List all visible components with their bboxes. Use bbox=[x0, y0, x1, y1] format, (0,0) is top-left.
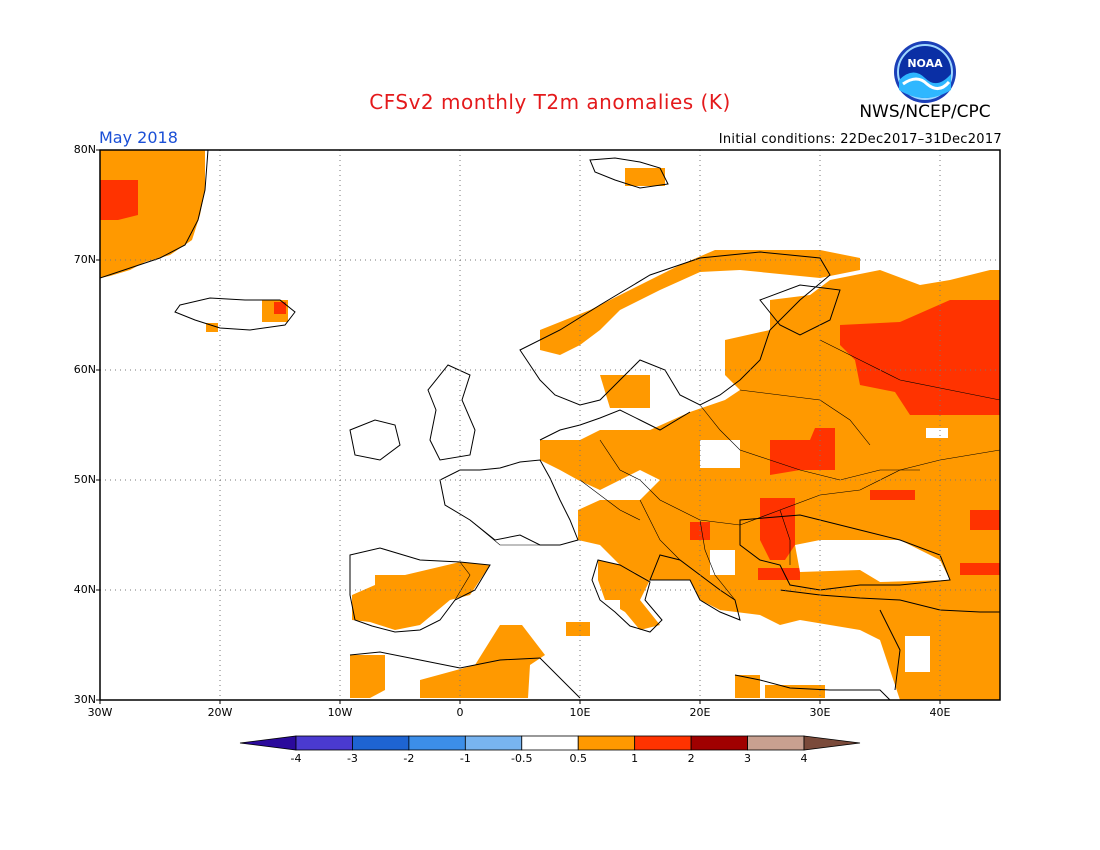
noaa-logo-text: NOAA bbox=[907, 57, 943, 70]
axis-ticks bbox=[96, 149, 941, 704]
colorbar-tick-label: 2 bbox=[687, 752, 695, 765]
lat-label-50n: 50N bbox=[73, 473, 96, 486]
colorbar-swatch bbox=[408, 735, 466, 751]
noaa-logo-icon: NOAA bbox=[894, 41, 956, 103]
colorbar-tick-label: 0.5 bbox=[569, 752, 587, 765]
lon-label-10w: 10W bbox=[327, 706, 353, 719]
lon-label-20e: 20E bbox=[689, 706, 711, 719]
colorbar-swatch-below-min bbox=[239, 735, 297, 751]
lat-label-80n: 80N bbox=[73, 143, 96, 156]
colorbar-tick-label: 1 bbox=[631, 752, 639, 765]
map-title: CFSv2 monthly T2m anomalies (K) bbox=[369, 90, 731, 114]
anomaly-shading bbox=[100, 150, 1000, 700]
agency-label: NWS/NCEP/CPC bbox=[859, 102, 991, 122]
colorbar-tick-label: -0.5 bbox=[511, 752, 533, 765]
colorbar-swatch bbox=[464, 735, 523, 751]
colorbar-tick-label: -4 bbox=[290, 752, 302, 765]
forecast-month-label: May 2018 bbox=[99, 128, 178, 147]
colorbar-tick-label: -2 bbox=[403, 752, 415, 765]
lat-label-60n: 60N bbox=[73, 363, 96, 376]
colorbar-tick-label: 3 bbox=[744, 752, 752, 765]
colorbar-swatch bbox=[295, 735, 353, 751]
lon-label-30w: 30W bbox=[87, 706, 113, 719]
colorbar-tick-label: 4 bbox=[800, 752, 808, 765]
colorbar-swatch bbox=[577, 735, 636, 751]
lat-label-30n: 30N bbox=[73, 693, 96, 706]
colorbar-tick-label: -3 bbox=[346, 752, 358, 765]
colorbar-tick-label: -1 bbox=[459, 752, 471, 765]
colorbar-swatch bbox=[690, 735, 748, 751]
map-frame bbox=[99, 149, 1001, 701]
lat-label-70n: 70N bbox=[73, 253, 96, 266]
lon-label-20w: 20W bbox=[207, 706, 233, 719]
colorbar-swatch bbox=[521, 735, 579, 751]
colorbar-swatch bbox=[634, 735, 692, 751]
lon-label-40e: 40E bbox=[929, 706, 951, 719]
initial-conditions-label: Initial conditions: 22Dec2017–31Dec2017 bbox=[718, 132, 1002, 147]
coastlines bbox=[100, 150, 1000, 700]
graticule bbox=[100, 150, 1000, 700]
lat-label-40n: 40N bbox=[73, 583, 96, 596]
country-borders bbox=[454, 339, 1000, 601]
colorbar-swatch bbox=[747, 735, 805, 751]
colorbar-swatch bbox=[352, 735, 410, 751]
lon-label-0: 0 bbox=[456, 706, 464, 719]
lon-label-10e: 10E bbox=[569, 706, 591, 719]
colorbar-swatch-above-max bbox=[803, 735, 861, 751]
colorbar-swatches bbox=[239, 735, 861, 751]
lon-label-30e: 30E bbox=[809, 706, 831, 719]
